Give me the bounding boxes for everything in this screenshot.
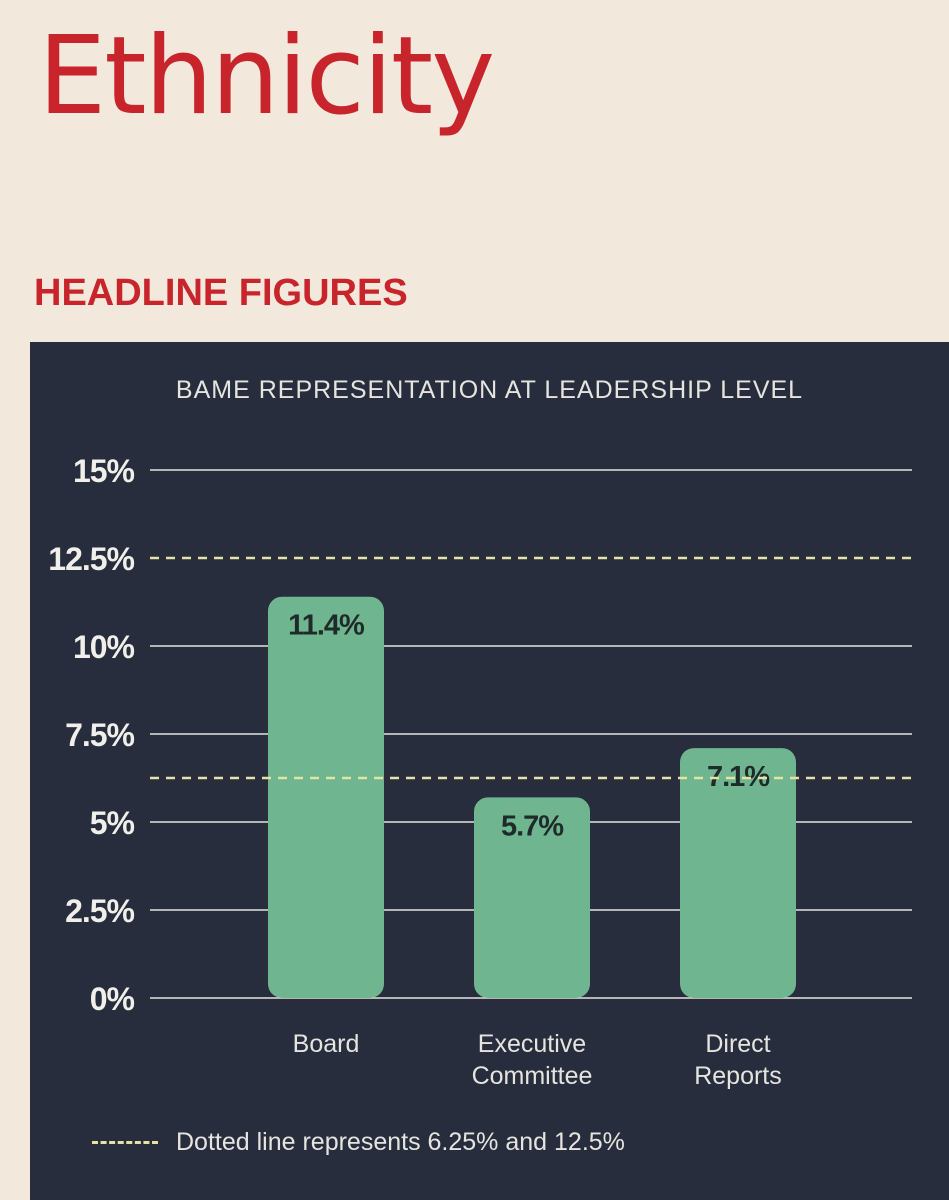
legend-dashed-line-swatch [92, 1141, 158, 1144]
x-category-label: Committee [472, 1062, 593, 1090]
bar-2 [680, 748, 796, 998]
x-category-label: Direct [705, 1030, 770, 1058]
x-category-label: Executive [478, 1030, 586, 1058]
y-tick-label: 15% [73, 453, 135, 489]
legend-text: Dotted line represents 6.25% and 12.5% [176, 1128, 625, 1156]
y-tick-label: 12.5% [48, 541, 134, 577]
page-title: Ethnicity [38, 14, 495, 139]
y-tick-label: 0% [90, 981, 135, 1017]
bar-1 [474, 797, 590, 998]
y-tick-label: 2.5% [65, 893, 134, 929]
y-tick-label: 10% [73, 629, 135, 665]
y-tick-label: 7.5% [65, 717, 134, 753]
bar-0 [268, 596, 384, 998]
x-category-label: Board [293, 1030, 360, 1058]
legend: Dotted line represents 6.25% and 12.5% [92, 1128, 625, 1157]
bar-value-label: 5.7% [501, 810, 564, 842]
section-heading: HEADLINE FIGURES [34, 272, 408, 314]
bar-value-label: 11.4% [288, 610, 365, 642]
y-tick-label: 5% [90, 805, 135, 841]
chart-title: BAME REPRESENTATION AT LEADERSHIP LEVEL [175, 376, 804, 404]
x-category-label: Reports [694, 1062, 782, 1090]
